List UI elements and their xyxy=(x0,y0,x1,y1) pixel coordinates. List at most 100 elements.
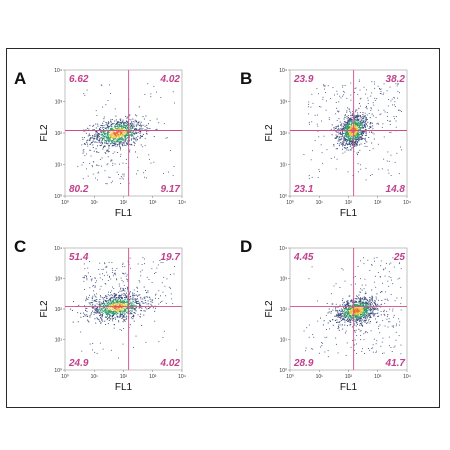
event-dot xyxy=(118,357,119,359)
event-dot xyxy=(370,125,372,127)
event-dot xyxy=(112,123,114,125)
event-dot xyxy=(354,124,356,126)
event-dot xyxy=(87,320,89,322)
event-dot xyxy=(339,321,341,323)
event-dot xyxy=(100,129,102,131)
event-dot xyxy=(357,124,359,126)
event-dot xyxy=(354,313,356,315)
event-dot xyxy=(137,295,139,297)
event-dot xyxy=(111,134,113,136)
event-dot xyxy=(136,294,138,296)
event-dot xyxy=(107,291,109,293)
event-dot xyxy=(359,115,361,117)
event-dot xyxy=(94,299,96,301)
event-dot xyxy=(360,307,362,309)
event-dot xyxy=(122,302,124,304)
event-dot xyxy=(386,310,388,312)
event-dot xyxy=(344,140,346,142)
event-dot xyxy=(343,147,345,149)
event-dot xyxy=(351,136,353,138)
event-dot xyxy=(351,128,353,130)
event-dot xyxy=(350,126,352,128)
event-dot xyxy=(338,137,340,139)
event-dot xyxy=(94,294,96,296)
event-dot xyxy=(122,264,124,266)
event-dot xyxy=(393,104,395,106)
event-dot xyxy=(140,310,142,312)
event-dot xyxy=(322,342,324,344)
event-dot xyxy=(87,135,89,137)
event-dot xyxy=(353,118,355,120)
event-dot xyxy=(356,343,357,345)
event-dot xyxy=(338,101,340,103)
event-dot xyxy=(374,309,376,311)
event-dot xyxy=(127,290,129,292)
event-dot xyxy=(121,140,123,142)
event-dot xyxy=(361,126,363,128)
event-dot xyxy=(112,145,114,147)
event-dot xyxy=(314,140,316,142)
event-dot xyxy=(370,330,372,332)
event-dot xyxy=(352,139,354,141)
event-dot xyxy=(85,309,87,311)
event-dot xyxy=(351,140,353,142)
event-dot xyxy=(102,320,104,322)
event-dot xyxy=(351,313,353,315)
y-axis-label: FL2 xyxy=(39,300,50,318)
event-dot xyxy=(349,316,351,318)
event-dot xyxy=(365,303,367,305)
event-dot xyxy=(106,271,107,273)
y-axis-label: FL2 xyxy=(264,300,275,318)
event-dot xyxy=(357,140,359,142)
event-dot xyxy=(371,264,373,266)
event-dot xyxy=(108,141,110,143)
event-dot xyxy=(363,296,365,298)
event-dot xyxy=(108,141,110,143)
event-dot xyxy=(84,94,86,96)
event-dot xyxy=(121,304,123,306)
event-dot xyxy=(114,272,116,274)
event-dot xyxy=(351,132,353,134)
event-dot xyxy=(139,304,141,306)
event-dot xyxy=(339,121,341,123)
event-dot xyxy=(131,121,133,123)
event-dot xyxy=(108,298,110,300)
event-dot xyxy=(110,278,112,280)
event-dot xyxy=(100,317,102,319)
event-dot xyxy=(99,288,101,290)
event-dot xyxy=(114,132,116,134)
event-dot xyxy=(346,111,348,113)
event-dot xyxy=(351,319,353,321)
event-dot xyxy=(395,83,397,85)
event-dot xyxy=(356,138,358,140)
event-dot xyxy=(365,106,367,108)
event-dot xyxy=(358,129,360,131)
event-dot xyxy=(113,288,115,289)
event-dot xyxy=(119,305,121,307)
event-dot xyxy=(378,325,380,327)
event-dot xyxy=(160,96,162,98)
event-dot xyxy=(153,85,155,87)
event-dot xyxy=(125,131,127,133)
event-dot xyxy=(127,307,129,309)
event-dot xyxy=(110,132,112,134)
event-dot xyxy=(383,136,385,138)
event-dot xyxy=(142,302,144,304)
event-dot xyxy=(109,295,111,297)
event-dot xyxy=(371,299,373,301)
event-dot xyxy=(355,316,357,318)
event-dot xyxy=(153,136,155,138)
event-dot xyxy=(372,305,374,307)
event-dot xyxy=(123,273,125,275)
event-dot xyxy=(384,303,386,305)
event-dot xyxy=(165,295,167,297)
event-dot xyxy=(108,312,110,314)
event-dot xyxy=(152,299,154,301)
event-dot xyxy=(163,330,165,332)
event-dot xyxy=(358,328,360,330)
event-dot xyxy=(357,304,359,306)
event-dot xyxy=(346,149,348,151)
event-dot xyxy=(114,296,116,298)
event-dot xyxy=(100,165,102,167)
event-dot xyxy=(92,140,94,142)
